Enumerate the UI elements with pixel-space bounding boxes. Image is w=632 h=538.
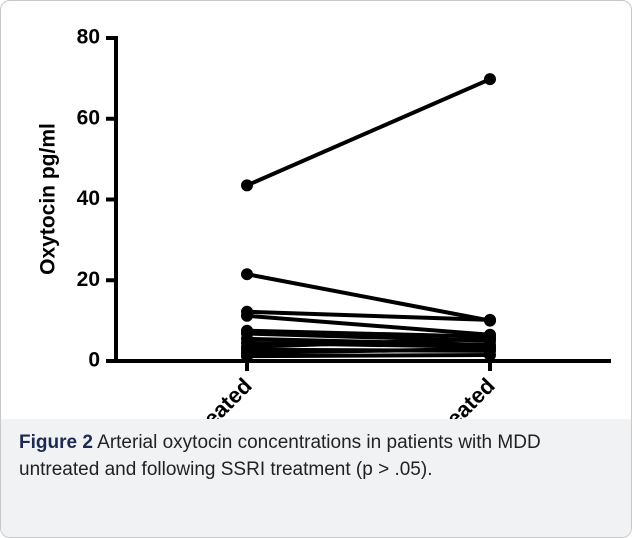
y-axis-label: Oxytocin pg/ml [37, 123, 60, 275]
series-line [246, 309, 491, 322]
y-tick-label: 80 [77, 26, 100, 49]
point [484, 313, 496, 326]
point [241, 268, 253, 281]
point [241, 350, 253, 363]
x-tick-label: treated [430, 373, 500, 419]
x-tick-label: untreated [168, 373, 257, 419]
series-line [246, 328, 491, 339]
series-line [246, 336, 491, 349]
series-line [246, 313, 491, 337]
point [484, 332, 496, 345]
point [241, 309, 253, 322]
series-line [246, 352, 491, 359]
caption: Figure 2 Arterial oxytocin concentration… [1, 419, 631, 537]
caption-text: Arterial oxytocin concentrations in pati… [19, 432, 541, 480]
y-tick-label: 40 [77, 187, 100, 210]
series-line [246, 77, 491, 188]
series-line [246, 272, 491, 323]
y-tick-label: 0 [88, 349, 100, 372]
y-tick-label: 60 [77, 106, 100, 129]
chart: Oxytocin pg/ml 0 20 40 60 80 untreated treated [37, 26, 611, 419]
caption-label: Figure 2 [19, 432, 93, 453]
y-tick-label: 20 [77, 268, 100, 291]
point [484, 348, 496, 361]
point [484, 73, 496, 86]
series-line [246, 346, 491, 355]
point [241, 179, 253, 192]
series-line [246, 340, 491, 349]
